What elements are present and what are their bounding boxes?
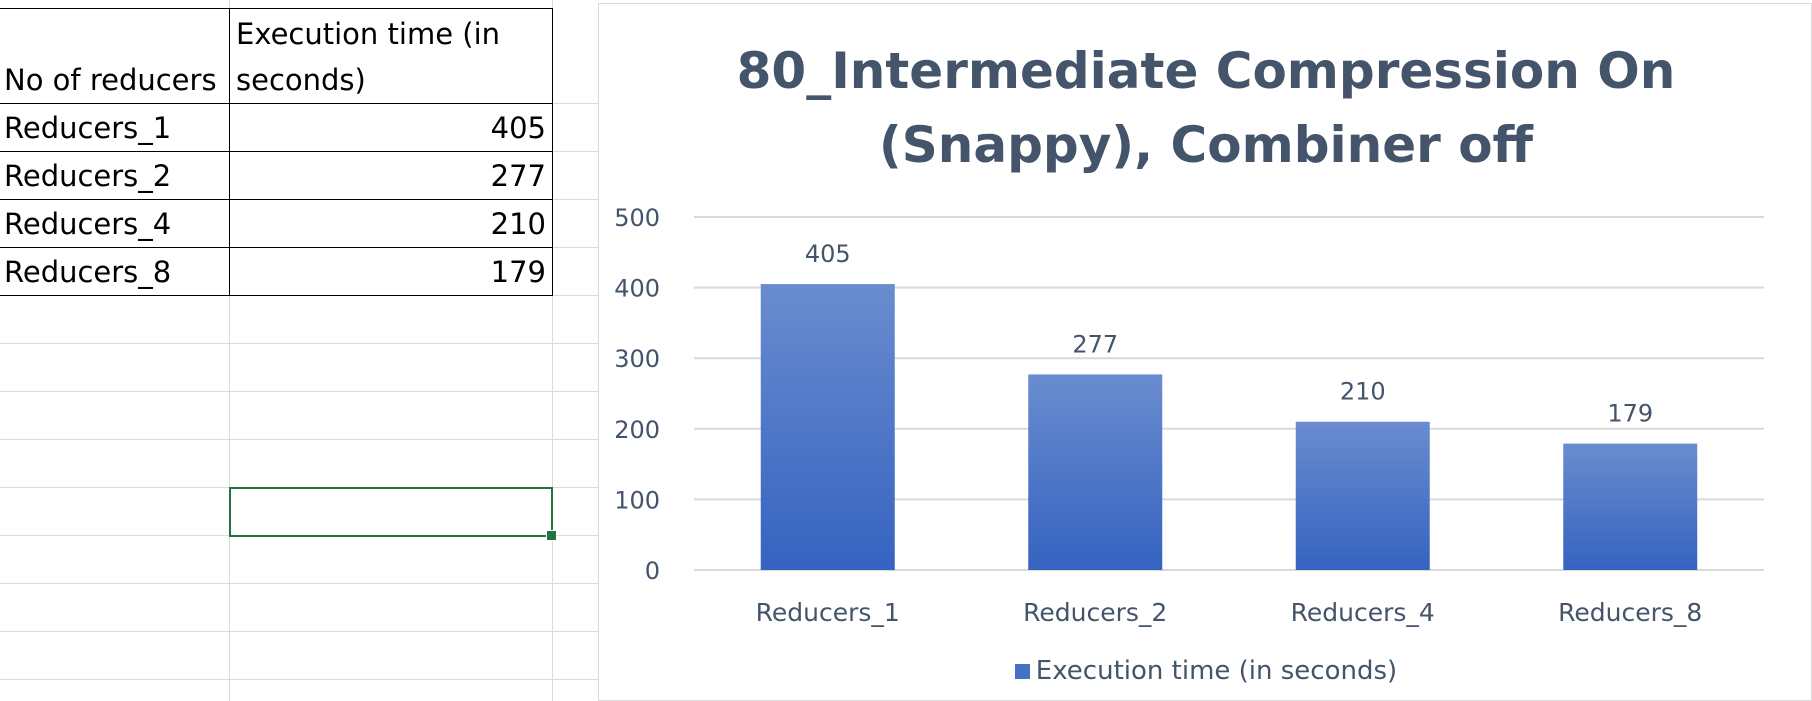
y-tick-label: 100	[614, 486, 660, 514]
chart-title: 80_Intermediate Compression On (Snappy),…	[599, 34, 1812, 182]
data-label: 210	[1340, 378, 1386, 406]
bar	[1295, 421, 1430, 570]
row-label[interactable]: Reducers_4	[4, 207, 172, 241]
legend-swatch	[1014, 664, 1030, 679]
row-value[interactable]: 277	[490, 159, 546, 193]
row-label[interactable]: Reducers_8	[4, 255, 172, 289]
data-label: 277	[1072, 330, 1118, 358]
bar-chart[interactable]: 80_Intermediate Compression On (Snappy),…	[598, 3, 1812, 701]
row-label[interactable]: Reducers_1	[4, 111, 172, 145]
row-value[interactable]: 210	[490, 207, 546, 241]
bar	[760, 284, 895, 570]
y-tick-label: 0	[645, 557, 660, 585]
y-tick-label: 500	[614, 204, 660, 232]
bar	[1563, 443, 1698, 570]
bar	[1028, 374, 1163, 570]
fill-handle[interactable]	[546, 530, 557, 541]
chart-legend: Execution time (in seconds)	[599, 656, 1812, 686]
x-tick-label: Reducers_8	[1558, 598, 1702, 627]
x-tick-label: Reducers_2	[1023, 598, 1167, 627]
selected-cell[interactable]	[229, 487, 553, 537]
x-tick-label: Reducers_1	[756, 598, 900, 627]
header-execution-time-line1[interactable]: Execution time (in	[236, 17, 501, 51]
chart-plot-area: 0 100 200 300 400 500 405 Reducers_1 277 Reducers…	[614, 204, 1764, 627]
y-tick-label: 400	[614, 275, 660, 303]
legend-label: Execution time (in seconds)	[1035, 656, 1398, 686]
row-value[interactable]: 405	[490, 111, 546, 145]
header-execution-time-line2[interactable]: seconds)	[236, 63, 366, 97]
x-tick-label: Reducers_4	[1291, 598, 1435, 627]
row-label[interactable]: Reducers_2	[4, 159, 172, 193]
y-tick-label: 200	[614, 416, 660, 444]
y-tick-label: 300	[614, 345, 660, 373]
header-no-of-reducers[interactable]: No of reducers	[4, 63, 217, 97]
row-value[interactable]: 179	[490, 255, 546, 289]
chart-title-line1: 80_Intermediate Compression On	[736, 42, 1676, 100]
chart-title-line2: (Snappy), Combiner off	[878, 116, 1534, 174]
data-label: 179	[1607, 400, 1653, 428]
data-label: 405	[805, 240, 851, 268]
